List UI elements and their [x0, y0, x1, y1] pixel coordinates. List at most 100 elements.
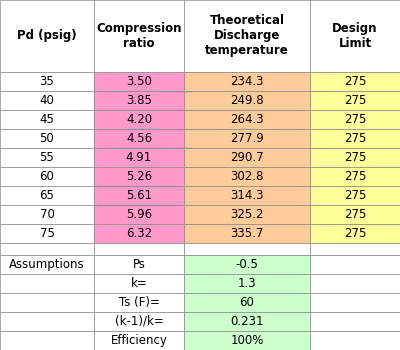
Bar — [94, 205, 184, 224]
Bar — [184, 0, 310, 71]
Text: 1.3: 1.3 — [238, 277, 256, 290]
Bar — [94, 331, 184, 350]
Text: 234.3: 234.3 — [230, 75, 264, 88]
Bar — [94, 71, 184, 91]
Bar — [184, 274, 310, 293]
Bar — [310, 274, 400, 293]
Bar — [184, 205, 310, 224]
Text: 35: 35 — [40, 75, 54, 88]
Text: 5.61: 5.61 — [126, 189, 152, 202]
Bar — [0, 331, 94, 350]
Bar — [0, 293, 94, 312]
Bar — [310, 312, 400, 331]
Text: -0.5: -0.5 — [236, 258, 258, 271]
Bar — [184, 293, 310, 312]
Text: Theoretical
Discharge
temperature: Theoretical Discharge temperature — [205, 14, 289, 57]
Text: 275: 275 — [344, 208, 366, 221]
Bar — [0, 110, 94, 129]
Bar — [310, 243, 400, 254]
Bar — [0, 129, 94, 148]
Bar — [310, 186, 400, 205]
Text: 40: 40 — [40, 94, 54, 107]
Bar — [0, 274, 94, 293]
Bar — [0, 312, 94, 331]
Text: Efficiency: Efficiency — [110, 334, 168, 347]
Text: 3.85: 3.85 — [126, 94, 152, 107]
Text: Pd (psig): Pd (psig) — [17, 29, 77, 42]
Text: 75: 75 — [40, 227, 54, 240]
Text: 55: 55 — [40, 151, 54, 164]
Text: 0.231: 0.231 — [230, 315, 264, 328]
Text: 275: 275 — [344, 132, 366, 145]
Bar — [184, 91, 310, 110]
Bar — [0, 91, 94, 110]
Text: 60: 60 — [40, 170, 54, 183]
Bar — [94, 224, 184, 243]
Bar — [0, 148, 94, 167]
Text: Assumptions: Assumptions — [9, 258, 85, 271]
Bar — [310, 0, 400, 71]
Bar — [310, 254, 400, 274]
Text: 275: 275 — [344, 189, 366, 202]
Text: 65: 65 — [40, 189, 54, 202]
Bar — [184, 129, 310, 148]
Bar — [0, 224, 94, 243]
Bar — [0, 205, 94, 224]
Bar — [94, 293, 184, 312]
Text: 275: 275 — [344, 170, 366, 183]
Bar — [94, 312, 184, 331]
Bar — [94, 186, 184, 205]
Bar — [0, 254, 94, 274]
Bar — [184, 167, 310, 186]
Bar — [310, 293, 400, 312]
Bar — [310, 71, 400, 91]
Text: 290.7: 290.7 — [230, 151, 264, 164]
Bar — [0, 186, 94, 205]
Bar — [94, 91, 184, 110]
Bar — [310, 110, 400, 129]
Bar — [184, 186, 310, 205]
Text: 4.91: 4.91 — [126, 151, 152, 164]
Bar — [94, 243, 184, 254]
Bar — [94, 254, 184, 274]
Text: 100%: 100% — [230, 334, 264, 347]
Text: 3.50: 3.50 — [126, 75, 152, 88]
Bar — [184, 110, 310, 129]
Text: 314.3: 314.3 — [230, 189, 264, 202]
Bar — [184, 148, 310, 167]
Bar — [184, 71, 310, 91]
Text: Ts (F)=: Ts (F)= — [118, 296, 160, 309]
Bar — [310, 129, 400, 148]
Text: 325.2: 325.2 — [230, 208, 264, 221]
Bar — [0, 71, 94, 91]
Bar — [94, 110, 184, 129]
Text: 249.8: 249.8 — [230, 94, 264, 107]
Bar — [310, 331, 400, 350]
Text: 6.32: 6.32 — [126, 227, 152, 240]
Text: k=: k= — [131, 277, 147, 290]
Text: 70: 70 — [40, 208, 54, 221]
Bar — [184, 254, 310, 274]
Bar — [310, 148, 400, 167]
Bar — [310, 167, 400, 186]
Text: Design
Limit: Design Limit — [332, 22, 378, 50]
Bar — [310, 205, 400, 224]
Text: 264.3: 264.3 — [230, 113, 264, 126]
Text: 275: 275 — [344, 113, 366, 126]
Bar — [310, 91, 400, 110]
Bar — [184, 312, 310, 331]
Text: Ps: Ps — [132, 258, 146, 271]
Bar — [310, 224, 400, 243]
Text: 4.20: 4.20 — [126, 113, 152, 126]
Text: (k-1)/k=: (k-1)/k= — [115, 315, 163, 328]
Bar — [0, 0, 94, 71]
Bar — [94, 274, 184, 293]
Text: 275: 275 — [344, 227, 366, 240]
Text: 277.9: 277.9 — [230, 132, 264, 145]
Text: Compression
ratio: Compression ratio — [96, 22, 182, 50]
Text: 335.7: 335.7 — [230, 227, 264, 240]
Text: 275: 275 — [344, 75, 366, 88]
Bar — [0, 243, 94, 254]
Bar — [184, 224, 310, 243]
Bar — [94, 148, 184, 167]
